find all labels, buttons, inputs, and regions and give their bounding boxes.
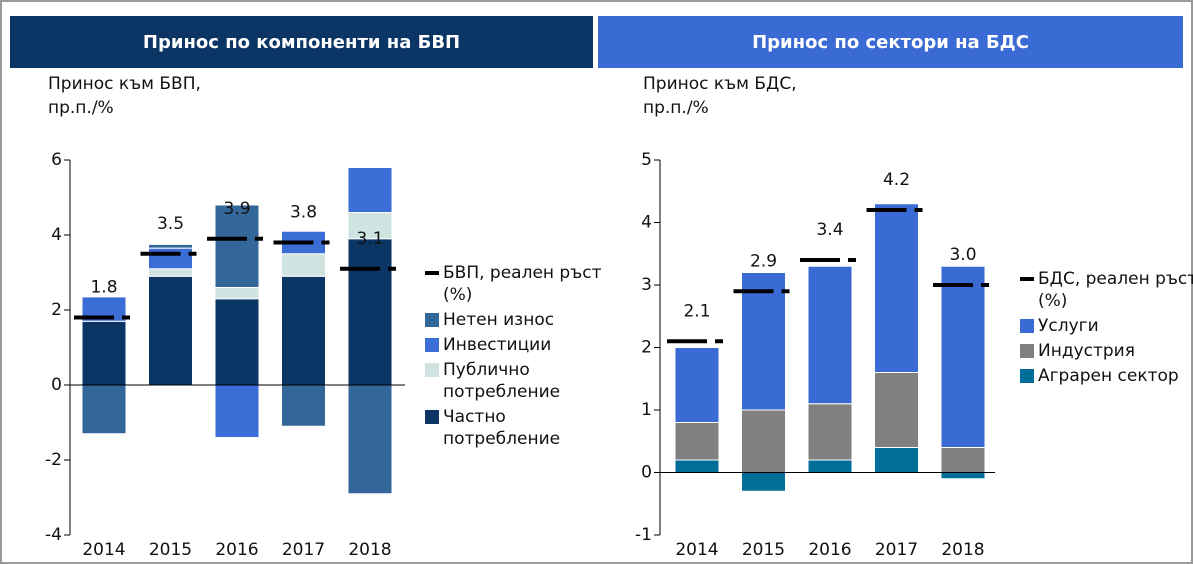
x-tick-label: 2017 [282,540,325,560]
y-axis-label: Принос към БДС, пр.п./% [643,74,797,118]
bar-segment [281,275,326,386]
bar-segment [741,409,786,473]
bar-segment [807,403,853,461]
bar-segment [874,203,919,373]
bar-segment [940,447,986,473]
bar-segment [214,204,260,288]
bar-segment [674,422,720,461]
bar-segment [741,272,786,411]
y-tick-label: 5 [641,150,652,170]
x-tick-label: 2014 [82,540,125,560]
legend-swatch [425,363,439,377]
data-label: 3.9 [223,199,250,219]
legend-swatch [1020,369,1034,383]
data-label: 1.8 [90,278,117,298]
y-tick-label: 6 [51,150,62,170]
legend-swatch [425,313,439,327]
y-tick-label: 4 [641,213,652,233]
x-tick-label: 2018 [348,540,391,560]
header: Принос по сектори на БДС [598,16,1183,68]
data-label: 3.4 [816,220,843,240]
legend-label: Публично потребление [443,360,561,402]
y-tick-label: 0 [51,375,62,395]
bar-segment [940,265,986,448]
bar-segment [148,268,193,277]
legend-label: БВП, реален ръст (%) [443,263,602,305]
data-label: 4.2 [883,170,910,190]
legend-label: БДС, реален ръст (%) [1038,269,1193,311]
legend-label: Частно потребление [443,407,561,449]
bar-segment [347,384,393,495]
legend-label: Услуги [1038,316,1099,336]
bar-segment [214,287,260,300]
bar-segment [81,384,127,435]
legend-label: Нетен износ [443,310,555,330]
legend-swatch [425,338,439,352]
bar-segment [281,384,326,427]
y-tick-label: 3 [641,275,652,295]
data-label: 3.0 [949,245,976,265]
bar-segment [674,347,720,423]
y-tick-label: 2 [51,300,62,320]
y-tick-label: 0 [641,463,652,483]
bar-segment [214,384,260,438]
bar-segment [281,253,326,277]
bar-segment [214,298,260,386]
bar-segment [807,459,853,473]
bar-segment [148,275,193,386]
bar-segment [674,459,720,473]
data-label: 3.5 [157,214,184,234]
bar-segment [940,472,986,480]
x-tick-label: 2018 [941,540,984,560]
data-label: 3.1 [356,229,383,249]
x-tick-label: 2016 [808,540,851,560]
y-tick-label: -1 [635,525,652,545]
x-tick-label: 2016 [215,540,258,560]
bar-segment [81,320,127,386]
x-tick-label: 2017 [875,540,918,560]
bar-segment [148,243,193,249]
header: Принос по компоненти на БВП [10,16,593,68]
y-tick-label: -4 [45,525,62,545]
y-tick-label: 2 [641,338,652,358]
y-tick-label: 4 [51,225,62,245]
legend-swatch [425,410,439,424]
bar-segment [807,265,853,405]
bar-segment [347,167,393,213]
data-label: 2.1 [683,301,710,321]
y-tick-label: 1 [641,400,652,420]
legend-label: Инвестиции [443,335,552,355]
bar-segment [347,238,393,386]
legend-label: Аграрен сектор [1038,366,1179,386]
data-label: 2.9 [750,251,777,271]
y-tick-label: -2 [45,450,62,470]
legend-swatch [1020,344,1034,358]
data-label: 3.8 [290,203,317,223]
x-tick-label: 2014 [675,540,718,560]
bar-segment [874,447,919,473]
legend-swatch [1020,319,1034,333]
bar-segment [148,247,193,270]
bar-segment [874,372,919,448]
legend-label: Индустрия [1038,341,1135,361]
x-tick-label: 2015 [742,540,785,560]
x-tick-label: 2015 [149,540,192,560]
bar-segment [741,472,786,492]
y-axis-label: Принос към БВП, пр.п./% [48,74,201,118]
